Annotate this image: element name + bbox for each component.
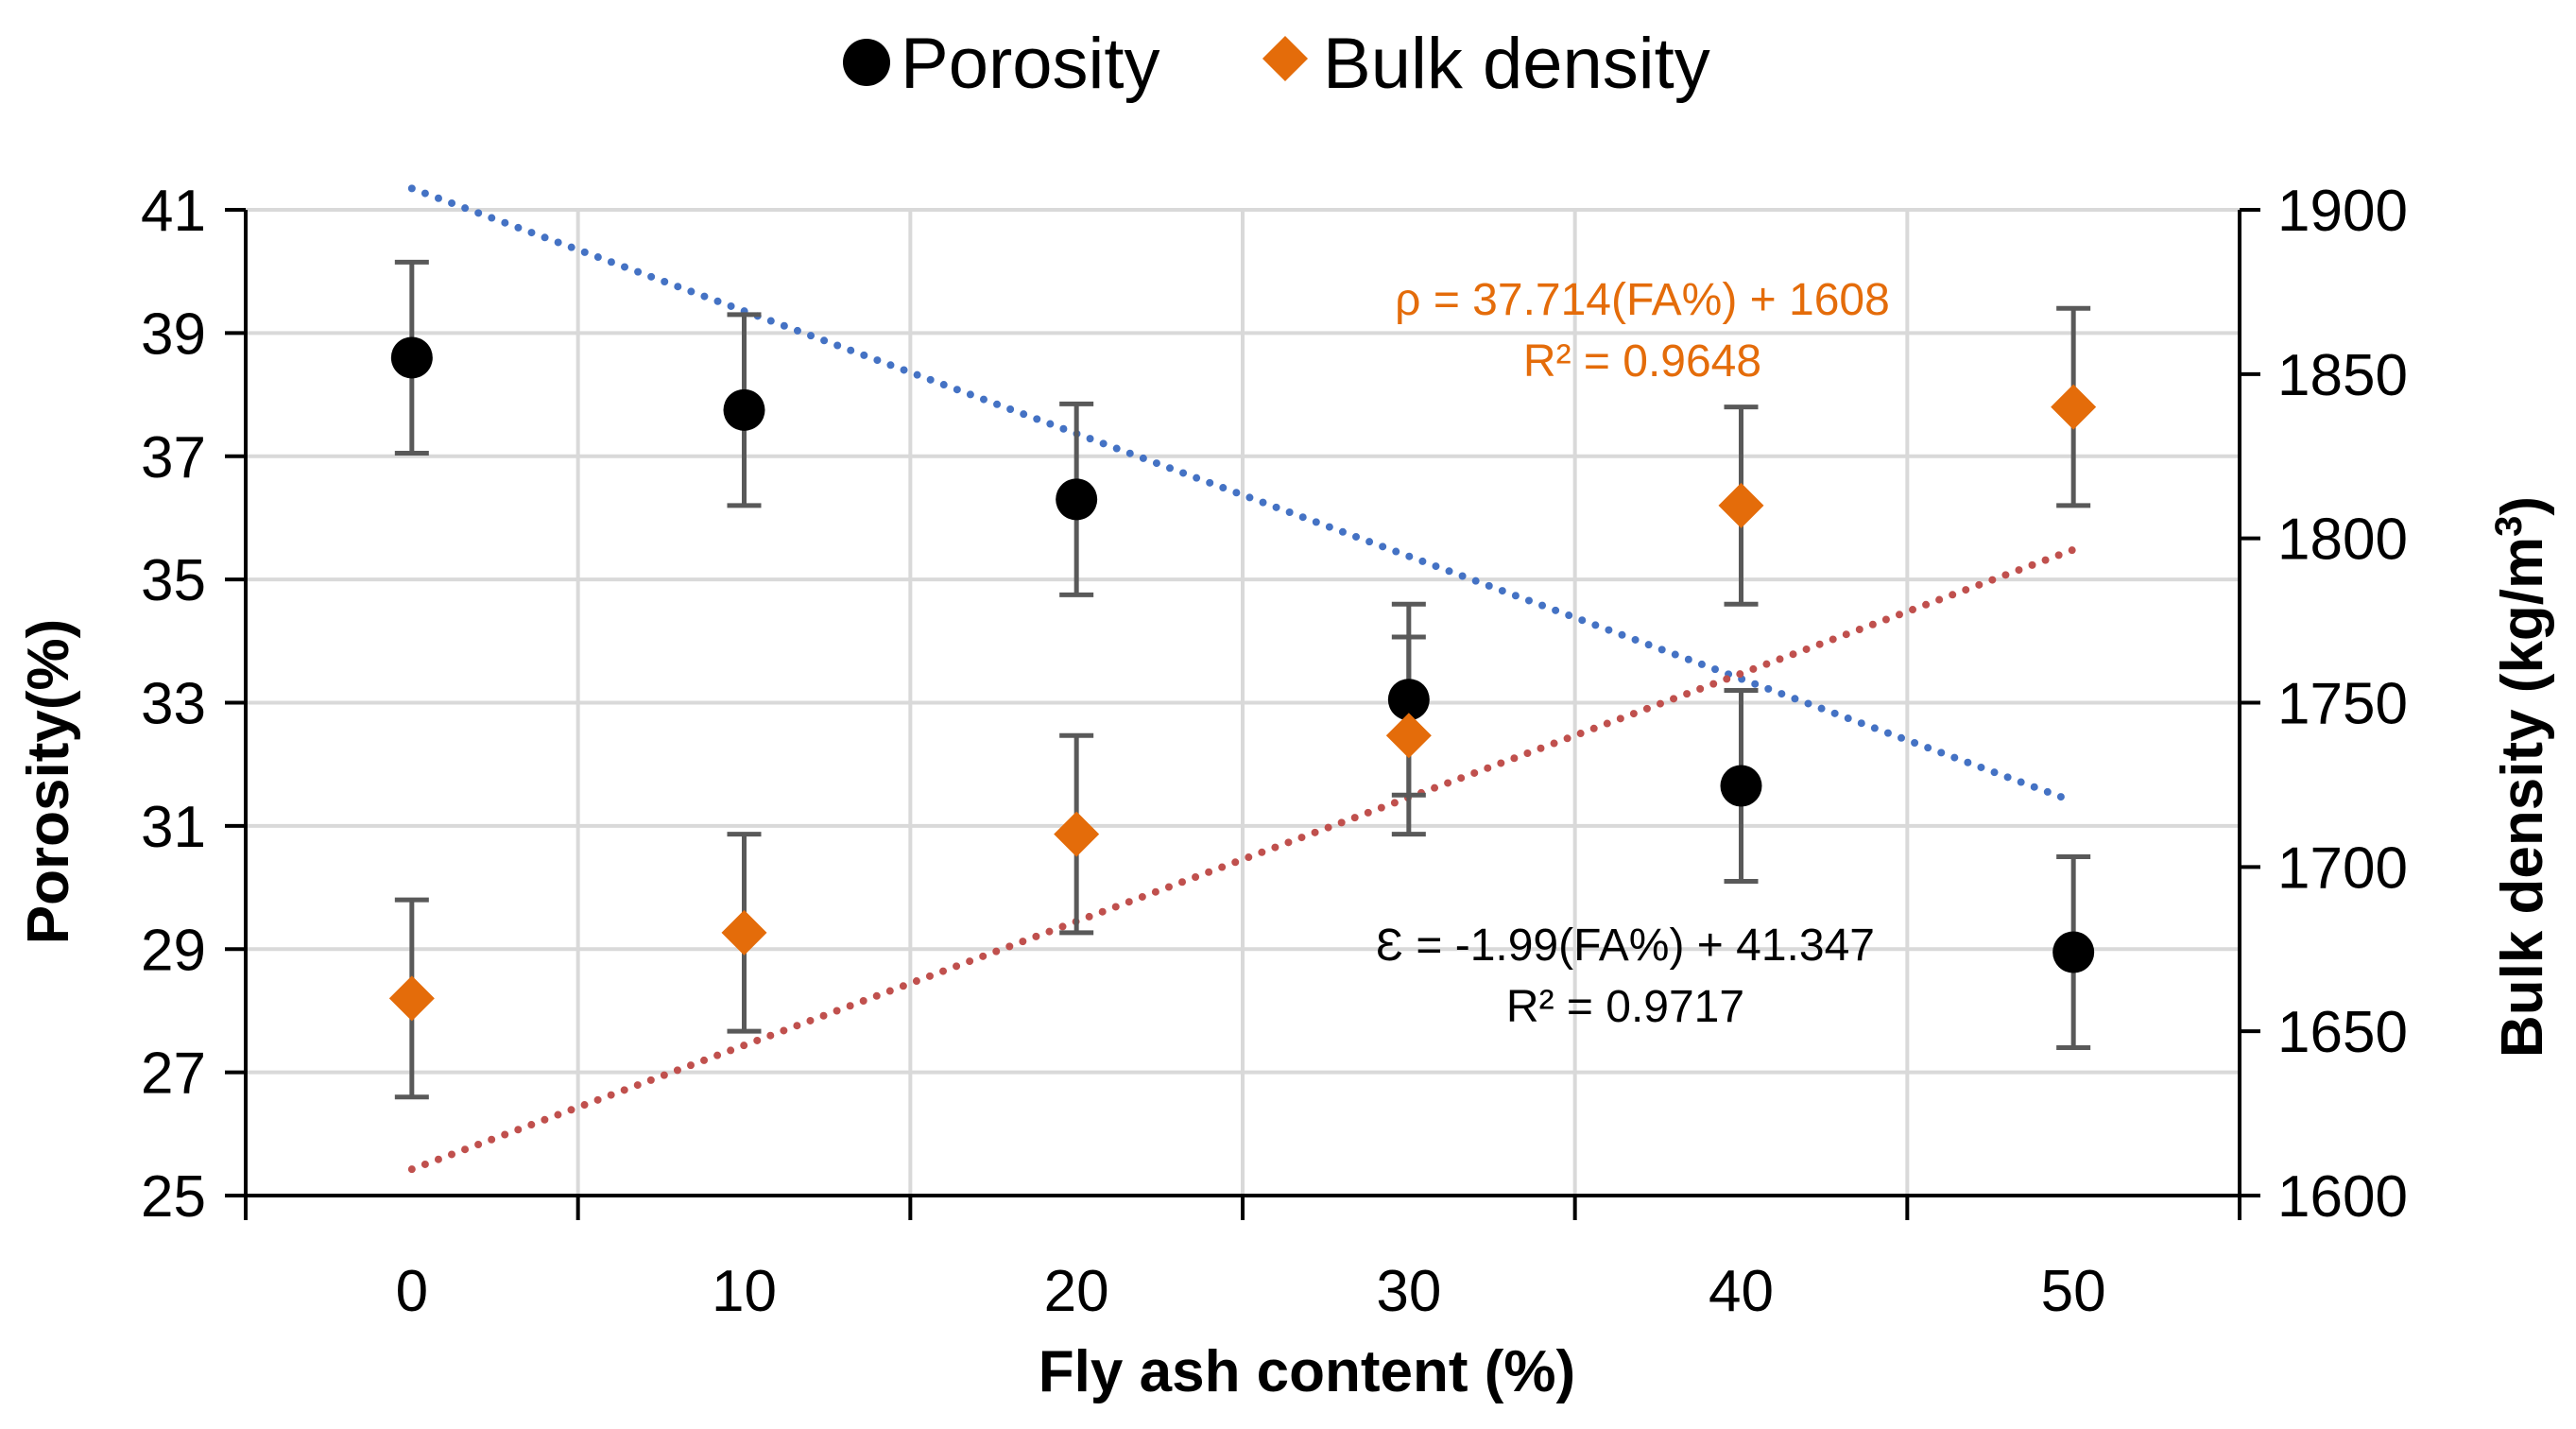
bulk-density-point bbox=[2051, 384, 2097, 430]
gridlines bbox=[244, 208, 2241, 1197]
y-left-tick-label: 39 bbox=[141, 301, 206, 367]
y-right-tick-label: 1800 bbox=[2277, 508, 2408, 573]
porosity-point bbox=[1387, 679, 1430, 721]
porosity-point bbox=[390, 336, 433, 379]
y-left-tick-label: 33 bbox=[141, 672, 206, 737]
x-tick-label: 30 bbox=[1376, 1259, 1441, 1324]
axes bbox=[225, 208, 2260, 1220]
y-right-tick-label: 1850 bbox=[2277, 343, 2408, 408]
legend-porosity-marker bbox=[843, 39, 890, 86]
porosity-point bbox=[1056, 478, 1098, 521]
bulk-density-point bbox=[721, 909, 767, 956]
y-left-tick-label: 27 bbox=[141, 1042, 206, 1107]
y-right-tick-label: 1600 bbox=[2277, 1164, 2408, 1230]
porosity-trendline bbox=[407, 184, 2078, 805]
y-left-tick-label: 25 bbox=[141, 1164, 206, 1230]
y-left-tick-label: 35 bbox=[141, 548, 206, 613]
trendlines bbox=[407, 184, 2078, 1174]
x-tick-label: 50 bbox=[2041, 1259, 2106, 1324]
x-tick-label: 0 bbox=[396, 1259, 428, 1324]
bulk-density-point bbox=[1054, 811, 1100, 857]
bulk-density-point bbox=[1718, 482, 1764, 528]
bulk-density-point bbox=[1385, 713, 1432, 759]
legend-bulk-density-marker bbox=[1262, 35, 1309, 82]
y-right-tick-label: 1900 bbox=[2277, 179, 2408, 244]
legend-bulk-density-label: Bulk density bbox=[1323, 24, 1710, 104]
y-right-tick-label: 1650 bbox=[2277, 1000, 2408, 1065]
porosity-equation: Ɛ = -1.99(FA%) + 41.347 bbox=[1376, 921, 1875, 971]
y-left-tick-label: 41 bbox=[141, 179, 206, 244]
bulk-density-point bbox=[388, 975, 435, 1022]
legend: Porosity Bulk density bbox=[843, 24, 1710, 104]
x-tick-label: 40 bbox=[1709, 1259, 1774, 1324]
legend-porosity-label: Porosity bbox=[901, 24, 1160, 104]
x-tick-label: 20 bbox=[1044, 1259, 1109, 1324]
data-markers bbox=[388, 336, 2097, 1022]
y-left-tick-label: 29 bbox=[141, 918, 206, 983]
y-right-axis-title-end: ) bbox=[2490, 496, 2555, 516]
bulk-density-equation: ρ = 37.714(FA%) + 1608 bbox=[1395, 275, 1890, 325]
bulk-density-trendline bbox=[407, 545, 2078, 1174]
y-left-tick-label: 37 bbox=[141, 425, 206, 491]
y-right-axis-title: Bulk density (kg/m3) bbox=[2488, 496, 2555, 1058]
y-right-tick-label: 1750 bbox=[2277, 672, 2408, 737]
y-right-axis-title-main: Bulk density (kg/m bbox=[2490, 537, 2555, 1058]
y-left-tick-label: 31 bbox=[141, 795, 206, 860]
y-right-tick-label: 1700 bbox=[2277, 835, 2408, 901]
tick-labels: 0 10 20 30 40 50 25 27 29 31 33 35 37 39 41 1600 1650 170… bbox=[141, 179, 2408, 1324]
bulk-density-r2: R² = 0.9648 bbox=[1523, 336, 1761, 387]
porosity-point bbox=[1720, 765, 1762, 807]
porosity-point bbox=[723, 388, 765, 431]
porosity-r2: R² = 0.9717 bbox=[1506, 982, 1744, 1032]
y-left-axis-title: Porosity(%) bbox=[16, 619, 81, 944]
y-right-axis-title-sup: 3 bbox=[2488, 516, 2530, 537]
x-axis-title: Fly ash content (%) bbox=[1039, 1339, 1575, 1404]
porosity-point bbox=[2052, 931, 2095, 973]
x-tick-label: 10 bbox=[712, 1259, 777, 1324]
